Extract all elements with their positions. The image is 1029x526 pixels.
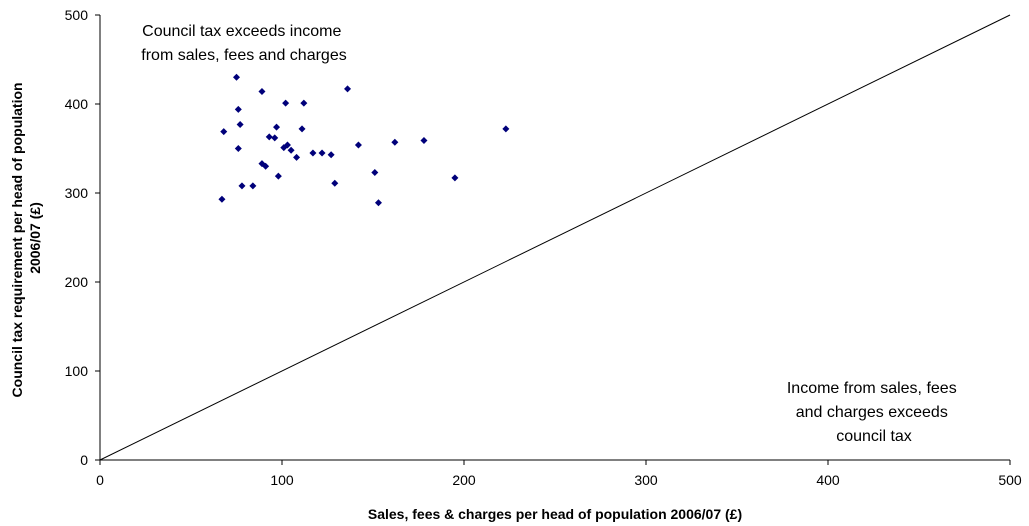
data-point-25 (262, 162, 270, 170)
data-point-26 (274, 172, 282, 180)
data-point-10 (502, 125, 510, 133)
data-point-13 (354, 141, 362, 149)
data-point-27 (371, 169, 379, 177)
x-axis-title: Sales, fees & charges per head of popula… (368, 506, 742, 522)
data-point-19 (287, 146, 295, 154)
data-point-9 (298, 125, 306, 133)
x-tick-label: 100 (270, 472, 294, 488)
data-point-18 (283, 141, 291, 149)
y-tick-label: 500 (65, 7, 89, 23)
data-point-4 (282, 99, 290, 107)
plot-area: 0 100 200 300 400 500 0 100 200 300 400 500 (65, 7, 1022, 488)
data-point-31 (249, 182, 257, 190)
y-axis-title: Council tax requirement per head of popu… (9, 79, 43, 398)
x-tick-label: 300 (634, 472, 658, 488)
data-point-8 (273, 123, 281, 131)
x-tick-label: 400 (816, 472, 840, 488)
data-point-23 (293, 153, 301, 161)
data-point-29 (331, 179, 339, 187)
y-tick-label: 300 (65, 185, 89, 201)
data-point-28 (451, 174, 459, 182)
y-tick-label: 100 (65, 363, 89, 379)
data-point-15 (420, 136, 428, 144)
data-point-22 (327, 151, 335, 159)
data-point-32 (218, 195, 226, 203)
y-tick-label: 0 (80, 452, 88, 468)
data-point-12 (271, 134, 279, 142)
data-point-21 (318, 149, 326, 157)
upper-left-annotation: Council tax exceeds income from sales, f… (141, 23, 346, 64)
x-tick-label: 500 (998, 472, 1022, 488)
lower-right-annotation-line-3: council tax (836, 428, 912, 445)
y-tick-label: 200 (65, 274, 89, 290)
data-point-2 (344, 85, 352, 93)
data-point-11 (265, 133, 273, 141)
data-point-5 (300, 99, 308, 107)
data-point-33 (374, 199, 382, 207)
data-point-20 (309, 149, 317, 157)
y-ticks: 0 100 200 300 400 500 (65, 7, 100, 468)
data-point-1 (258, 88, 266, 96)
lower-right-annotation: Income from sales, fees and charges exce… (787, 380, 961, 445)
data-point-3 (234, 105, 242, 113)
y-tick-label: 400 (65, 96, 89, 112)
data-points (218, 73, 510, 207)
data-point-16 (234, 145, 242, 152)
data-point-6 (220, 128, 228, 136)
data-point-30 (238, 182, 246, 190)
equality-reference-line (99, 14, 1011, 461)
x-ticks: 0 100 200 300 400 500 (96, 460, 1022, 488)
data-point-14 (391, 138, 399, 146)
x-tick-label: 200 (452, 472, 476, 488)
data-point-0 (233, 73, 240, 81)
lower-right-annotation-line-1: Income from sales, fees (787, 380, 957, 397)
upper-left-annotation-line-2: from sales, fees and charges (141, 47, 346, 64)
lower-right-annotation-line-2: and charges exceeds (796, 404, 948, 421)
y-axis-title-line-2: 2006/07 (£) (27, 202, 43, 274)
upper-left-annotation-line-1: Council tax exceeds income (142, 23, 341, 40)
x-tick-label: 0 (96, 472, 104, 488)
data-point-7 (236, 120, 244, 128)
y-axis-title-line-1: Council tax requirement per head of popu… (9, 82, 25, 397)
